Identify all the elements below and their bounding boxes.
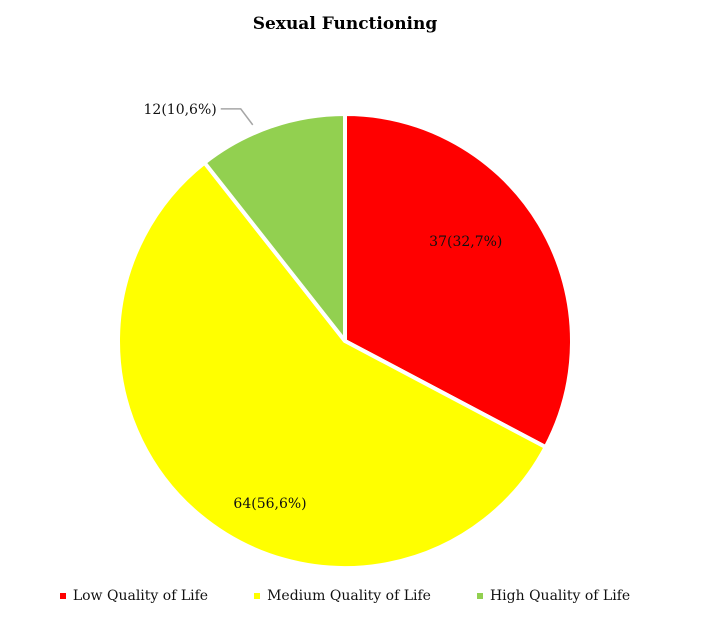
legend-swatch-high (476, 593, 483, 599)
slice-leader-line-high (220, 108, 254, 126)
slice-label-high: 12(10,6%) (144, 102, 217, 118)
legend-label-low: Low Quality of Life (72, 588, 209, 604)
legend-item-low: Low Quality of Life (59, 588, 209, 604)
chart-title: Sexual Functioning (252, 14, 438, 34)
pie-slice-high (202, 112, 347, 343)
pie-slice-medium (116, 160, 548, 570)
legend-label-high: High Quality of Life (489, 588, 631, 604)
legend-label-medium: Medium Quality of Life (267, 588, 431, 604)
legend-item-medium: Medium Quality of Life (254, 588, 431, 604)
slice-label-low: 37(32,7%) (429, 234, 502, 250)
legend-swatch-medium (254, 593, 261, 599)
pie-slice-low (343, 112, 574, 450)
legend-item-high: High Quality of Life (476, 588, 631, 604)
slice-label-medium: 64(56,6%) (233, 496, 306, 512)
legend: Low Quality of Life Medium Quality of Li… (0, 588, 690, 604)
legend-swatch-low (59, 593, 66, 599)
